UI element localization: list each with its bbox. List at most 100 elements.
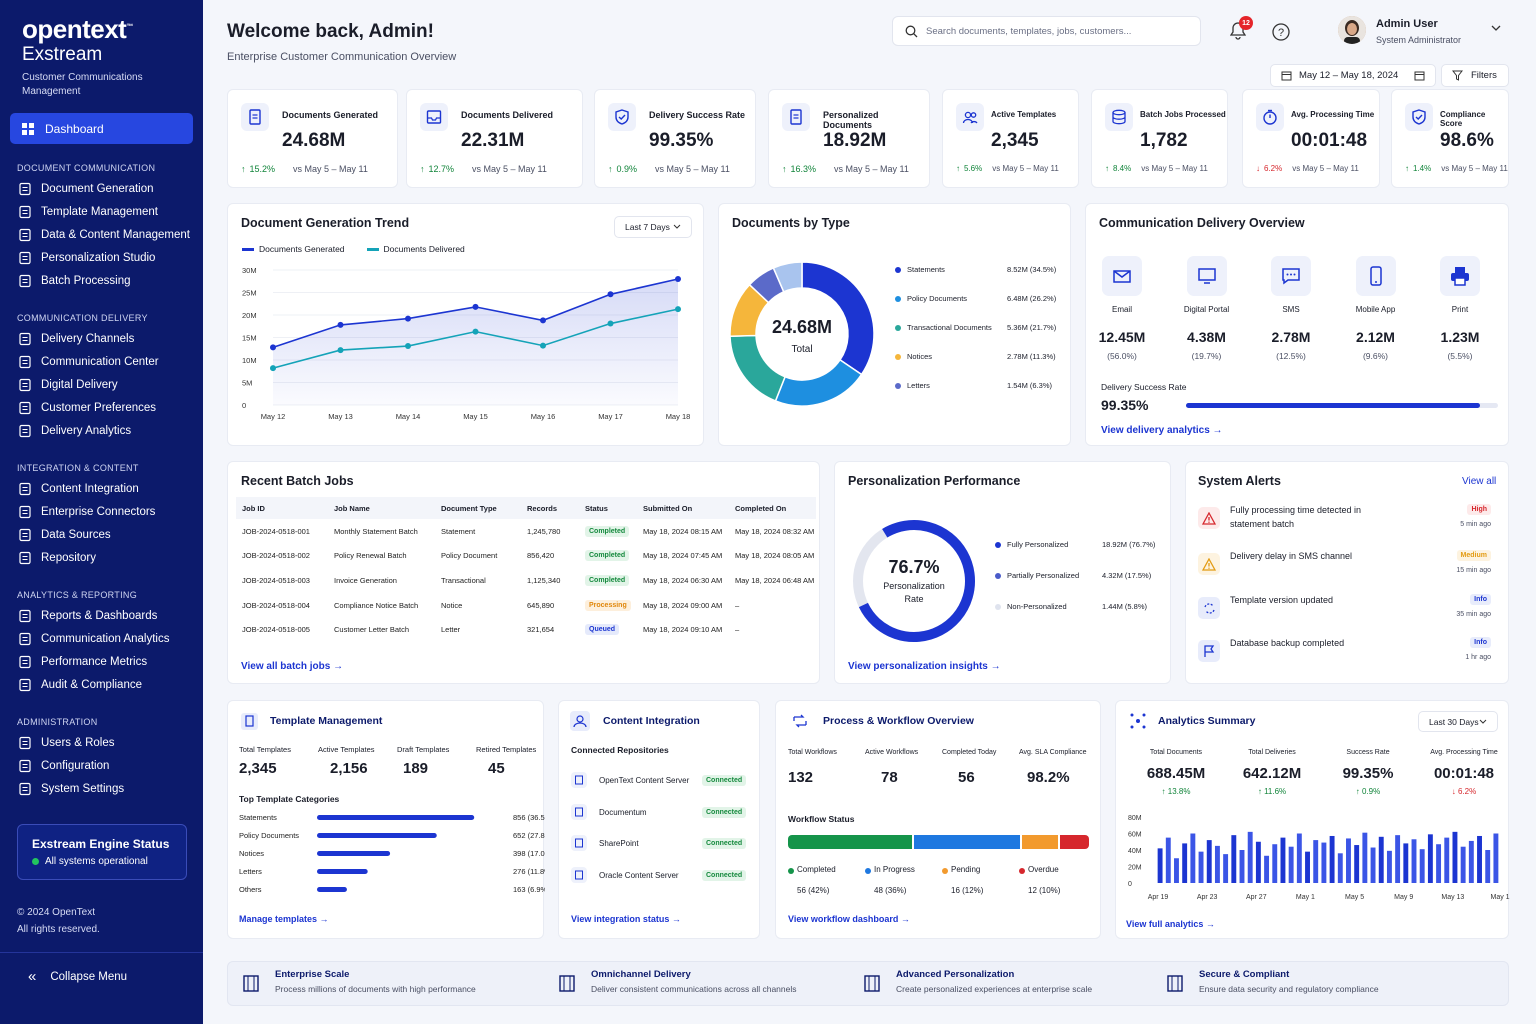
analytics-bar [1321,842,1327,883]
column-header[interactable]: Submitted On [637,497,729,519]
help-button[interactable]: ? [1271,22,1290,41]
sidebar-item-reports-dashboards[interactable]: Reports & Dashboards [18,609,157,623]
table-cell: JOB-2024-0518-003 [236,568,328,593]
column-header[interactable]: Status [579,497,637,519]
repository-name[interactable]: SharePoint [599,839,639,848]
nav-batch-processing-icon [19,274,31,288]
kpi-card-documents-generated[interactable]: Documents Generated 24.68M ↑ 15.2% vs May 5 … [227,89,398,188]
kpi-card-delivery-success-rate[interactable]: Delivery Success Rate 99.35% ↑ 0.9% vs May 5… [594,89,756,188]
personalization-ring-chart[interactable] [849,516,979,646]
analytics-bar [1165,837,1171,883]
workflow-legend-label: Overdue [1028,865,1059,874]
doctype-donut-chart[interactable] [727,259,877,409]
column-header[interactable]: Job ID [236,497,328,519]
sidebar-item-enterprise-connectors[interactable]: Enterprise Connectors [18,505,155,519]
table-row[interactable]: JOB-2024-0518-003 Invoice Generation Trans… [236,568,816,593]
view-personalization-link[interactable]: View personalization insights → [848,661,1001,672]
nav-performance-metrics-icon [19,655,31,669]
alerts-view-all-link[interactable]: View all [1462,476,1497,487]
trend-line-chart[interactable]: 30M 25M 20M 15M 10M 5M 0 May 12 May 13 May 14 May … [228,204,705,447]
kpi-card-compliance-score[interactable]: Compliance Score 98.6% ↑ 1.4% vs May 5 – May… [1391,89,1509,188]
alert-item[interactable]: Database backup completed Info 1 hr ago [1198,636,1496,676]
sidebar-item-batch-processing[interactable]: Batch Processing [18,274,131,288]
manage-templates-link[interactable]: Manage templates → [239,914,329,924]
sidebar-item-digital-delivery[interactable]: Digital Delivery [18,378,118,392]
workflow-segment[interactable] [788,835,912,849]
y-tick-label: 30M [242,266,257,275]
workflow-segment[interactable] [1022,835,1058,849]
view-batch-jobs-link[interactable]: View all batch jobs → [241,661,344,672]
kpi-card-avg-processing-time[interactable]: Avg. Processing Time 00:01:48 ↓ 6.2% vs May … [1242,89,1380,188]
kpi-card-batch-jobs-processed[interactable]: Batch Jobs Processed 1,782 ↑ 8.4% vs May 5 –… [1091,89,1228,188]
view-workflow-dashboard-link[interactable]: View workflow dashboard → [788,914,910,924]
sidebar-item-users-roles[interactable]: Users & Roles [18,736,115,750]
arrow-up-icon: ↑ [608,164,613,174]
channel-value: 12.45M [1098,329,1146,345]
avatar[interactable] [1338,16,1366,44]
sidebar-item-data-content-management[interactable]: Data & Content Management [18,228,190,242]
trend-range-label: Last 7 Days [625,222,670,232]
sidebar-item-delivery-analytics[interactable]: Delivery Analytics [18,424,131,438]
repository-name[interactable]: Documentum [599,807,647,817]
table-cell: May 18, 2024 06:30 AM [637,568,729,593]
sidebar-item-delivery-channels[interactable]: Delivery Channels [18,332,134,346]
kpi-card-active-templates[interactable]: Active Templates 2,345 ↑ 5.6% vs May 5 – May… [942,89,1079,188]
kpi-card-documents-delivered[interactable]: Documents Delivered 22.31M ↑ 12.7% vs May 5 … [406,89,583,188]
collapse-menu-button[interactable]: « Collapse Menu [0,952,203,985]
table-row[interactable]: JOB-2024-0518-001 Monthly Statement Batch… [236,519,816,544]
nav-data-sources-icon [19,528,31,542]
view-integration-status-link[interactable]: View integration status → [571,914,681,924]
column-header[interactable]: Job Name [328,497,435,519]
analytics-bar [1255,841,1261,883]
analytics-range-select[interactable]: Last 30 Days [1418,711,1498,732]
sidebar-item-data-sources[interactable]: Data Sources [18,528,111,542]
analytics-bar-chart[interactable]: 80M 60M 40M 20M 0 Apr 19 Apr 23 Apr 27 May 1 May … [1116,807,1510,907]
alert-item[interactable]: Template version updated Info 35 min ago [1198,593,1496,633]
chevron-down-icon[interactable] [1491,24,1501,32]
sidebar-item-repository[interactable]: Repository [18,551,96,565]
sidebar-item-content-integration[interactable]: Content Integration [18,482,139,496]
sidebar-item-template-management[interactable]: Template Management [18,205,158,219]
repository-name[interactable]: OpenText Content Server [599,776,690,785]
sidebar-item-personalization-studio[interactable]: Personalization Studio [18,251,155,265]
engine-status-text: All systems operational [45,856,148,867]
sidebar-item-dashboard[interactable]: Dashboard [10,113,193,144]
column-header[interactable]: Document Type [435,497,521,519]
sms-icon[interactable] [1271,256,1311,296]
mail-icon[interactable] [1102,256,1142,296]
engine-status-card[interactable]: Exstream Engine Status All systems opera… [17,824,187,880]
sidebar-item-customer-preferences[interactable]: Customer Preferences [18,401,156,415]
alert-item[interactable]: Delivery delay in SMS channel Medium 15 mi… [1198,549,1496,589]
opentext-logo[interactable]: opentext™ [22,14,133,44]
doctype-title: Documents by Type [732,216,850,230]
view-delivery-analytics-link[interactable]: View delivery analytics → [1101,425,1223,436]
kpi-card-personalized-documents[interactable]: Personalized Documents 18.92M ↑ 16.3% vs May… [768,89,930,188]
table-row[interactable]: JOB-2024-0518-004 Compliance Notice Batch… [236,593,816,618]
sidebar-item-performance-metrics[interactable]: Performance Metrics [18,655,147,669]
analytics-bar [1264,855,1270,883]
mobile-icon[interactable] [1355,256,1396,296]
repository-name[interactable]: Oracle Content Server [599,870,679,880]
workflow-stat-label: Total Workflows [788,749,837,756]
table-row[interactable]: JOB-2024-0518-002 Policy Renewal Batch Pol… [236,544,816,569]
view-full-analytics-link[interactable]: View full analytics → [1126,919,1215,929]
sidebar-item-audit-compliance[interactable]: Audit & Compliance [18,678,142,692]
column-header[interactable]: Records [521,497,579,519]
workflow-segment[interactable] [1059,835,1090,849]
date-range-picker[interactable]: May 12 – May 18, 2024 [1270,64,1436,87]
monitor-icon[interactable] [1186,256,1227,296]
sidebar-item-communication-analytics[interactable]: Communication Analytics [18,632,169,646]
table-row[interactable]: JOB-2024-0518-005 Customer Letter Batch Le… [236,617,816,642]
filters-button[interactable]: Filters [1441,64,1509,87]
sidebar-item-configuration[interactable]: Configuration [18,759,109,773]
cell-text: JOB-2024-0518-005 [242,625,310,635]
sidebar-item-document-generation[interactable]: Document Generation [18,182,154,196]
column-header[interactable]: Completed On [729,497,816,519]
workflow-segment[interactable] [913,835,1021,849]
sidebar-item-communication-center[interactable]: Communication Center [18,355,159,369]
sidebar-item-system-settings[interactable]: System Settings [18,782,124,796]
printer-icon[interactable] [1440,256,1480,296]
search-input[interactable]: Search documents, templates, jobs, custo… [892,16,1201,46]
trend-range-select[interactable]: Last 7 Days [614,216,692,238]
alert-item[interactable]: Fully processing time detected in statem… [1198,503,1496,543]
